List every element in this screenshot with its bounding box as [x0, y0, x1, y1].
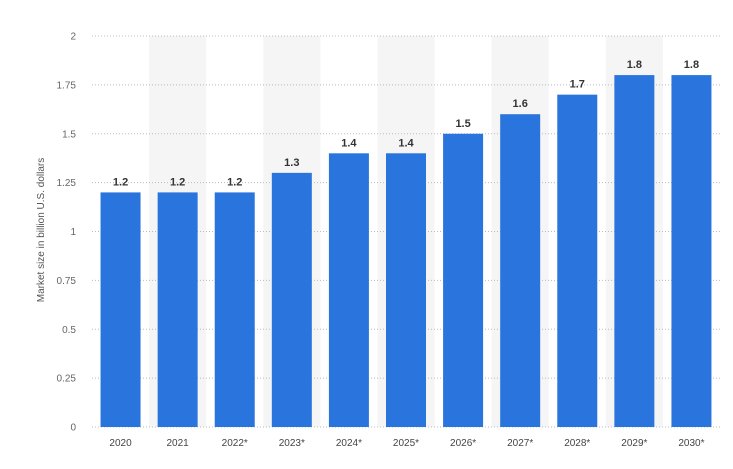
y-tick-label: 1.75 — [57, 80, 77, 91]
data-label: 1.8 — [627, 59, 642, 71]
x-axis-ticks: 2020 2021 2022* 2023* 2024* 2025* 2026* 2027* 20… — [109, 438, 704, 449]
x-tick-label: 2026* — [450, 438, 476, 449]
bar[interactable] — [671, 75, 712, 427]
bar[interactable] — [271, 172, 312, 427]
bar[interactable] — [443, 133, 484, 427]
data-label: 1.2 — [227, 176, 242, 188]
bar[interactable] — [157, 192, 198, 427]
x-tick-label: 2028* — [564, 438, 590, 449]
bar[interactable] — [557, 94, 598, 428]
data-label: 1.7 — [570, 79, 585, 91]
x-tick-label: 2029* — [621, 438, 647, 449]
y-tick-label: 0 — [70, 423, 76, 434]
x-tick-label: 2021 — [167, 438, 190, 449]
data-label: 1.2 — [113, 176, 128, 188]
x-tick-label: 2020 — [109, 438, 132, 449]
y-tick-label: 1 — [70, 227, 76, 238]
data-label: 1.3 — [284, 157, 299, 169]
x-tick-label: 2022* — [222, 438, 248, 449]
y-tick-label: 0.75 — [57, 276, 77, 287]
x-tick-label: 2027* — [507, 438, 533, 449]
y-tick-label: 2 — [70, 32, 76, 43]
data-label: 1.4 — [398, 137, 414, 149]
bar[interactable] — [614, 75, 655, 427]
bars — [100, 75, 712, 428]
bar[interactable] — [214, 192, 255, 427]
x-tick-label: 2030* — [678, 438, 704, 449]
data-label: 1.5 — [455, 118, 470, 130]
y-tick-label: 0.25 — [57, 374, 77, 385]
bar[interactable] — [328, 153, 369, 428]
y-tick-label: 0.5 — [62, 325, 76, 336]
data-label: 1.8 — [684, 59, 699, 71]
x-tick-label: 2023* — [279, 438, 305, 449]
x-tick-label: 2025* — [393, 438, 419, 449]
y-tick-label: 1.25 — [57, 178, 77, 189]
bar[interactable] — [386, 153, 426, 428]
data-label: 1.6 — [513, 98, 528, 110]
bar[interactable] — [500, 114, 541, 427]
bar[interactable] — [100, 192, 141, 427]
x-tick-label: 2024* — [336, 438, 362, 449]
y-axis-ticks: 0 0.25 0.5 0.75 1 1.25 1.5 1.75 2 — [57, 32, 77, 434]
y-axis-label: Market size in billion U.S. dollars — [36, 158, 47, 303]
data-labels: 1.2 1.2 1.2 1.3 1.4 1.4 1.5 1.6 1.7 1.8 1.8 — [113, 59, 699, 188]
data-label: 1.4 — [341, 137, 357, 149]
data-label: 1.2 — [170, 176, 185, 188]
y-tick-label: 1.5 — [62, 129, 76, 140]
